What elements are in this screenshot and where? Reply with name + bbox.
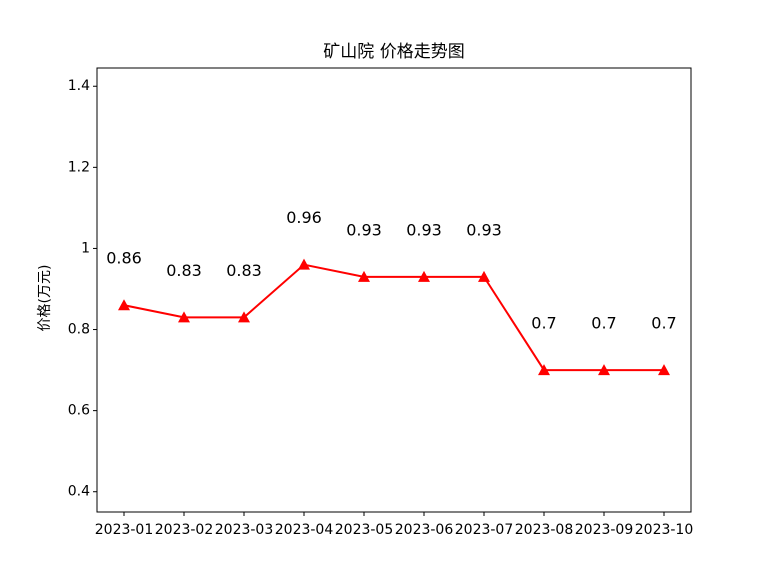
point-marker (658, 364, 670, 376)
data-label: 0.86 (106, 249, 142, 268)
y-axis-label: 价格(万元) (37, 265, 53, 332)
point-marker (178, 311, 190, 323)
chart-title: 矿山院 价格走势图 (323, 42, 464, 62)
point-marker (238, 311, 250, 323)
data-label: 0.93 (346, 220, 382, 239)
plot-frame (96, 67, 692, 513)
x-tick-label: 2023-05 (335, 522, 394, 538)
data-label: 0.7 (651, 314, 676, 333)
y-tick-label: 0.4 (68, 484, 90, 500)
x-tick-label: 2023-08 (515, 522, 574, 538)
x-tick-label: 2023-04 (275, 522, 334, 538)
y-tick-label: 1.4 (68, 78, 90, 94)
x-tick-label: 2023-07 (455, 522, 514, 538)
data-label: 0.83 (166, 261, 202, 280)
data-label: 0.7 (591, 314, 616, 333)
data-label: 0.93 (466, 220, 502, 239)
point-marker (478, 270, 490, 282)
point-marker (298, 258, 310, 270)
data-label: 0.83 (226, 261, 262, 280)
x-tick-label: 2023-02 (155, 522, 214, 538)
x-tick-label: 2023-03 (215, 522, 274, 538)
x-tick-label: 2023-06 (395, 522, 454, 538)
point-marker (418, 270, 430, 282)
price-line (123, 263, 664, 372)
data-label: 0.93 (406, 220, 442, 239)
y-tick-label: 0.8 (68, 322, 90, 338)
data-label: 0.7 (531, 314, 556, 333)
point-marker (598, 364, 610, 376)
x-tick-label: 2023-10 (635, 522, 694, 538)
point-marker (118, 299, 130, 311)
point-marker (358, 270, 370, 282)
y-tick-label: 0.6 (68, 403, 90, 419)
data-label: 0.96 (286, 208, 322, 227)
x-tick-label: 2023-09 (575, 522, 634, 538)
y-tick-label: 1 (81, 240, 90, 256)
point-marker (538, 364, 550, 376)
y-tick-label: 1.2 (68, 159, 90, 175)
x-tick-label: 2023-01 (95, 522, 154, 538)
